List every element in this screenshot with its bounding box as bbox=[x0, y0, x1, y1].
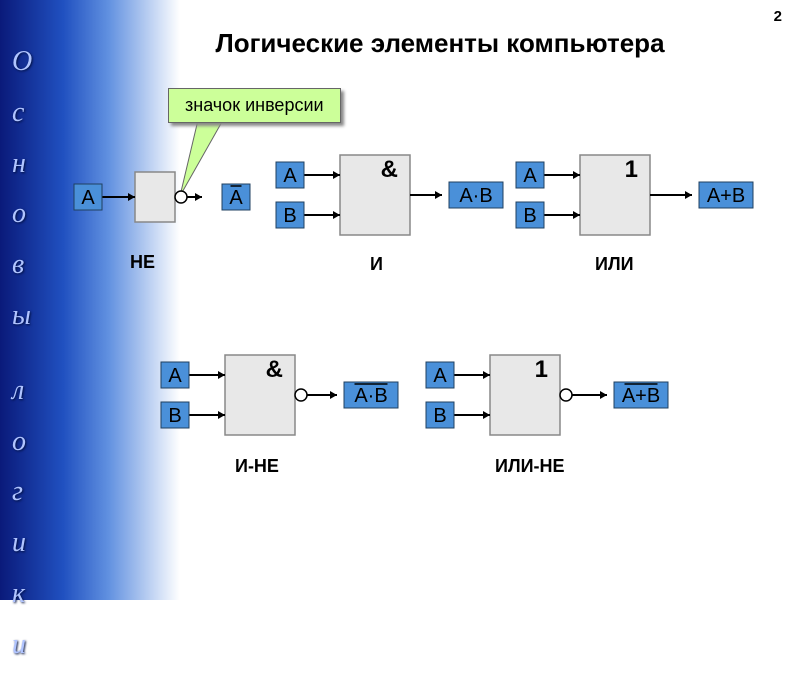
callout-inversion: значок инверсии bbox=[168, 88, 341, 123]
svg-text:&: & bbox=[266, 356, 283, 383]
svg-text:B: B bbox=[283, 205, 296, 227]
svg-text:1: 1 bbox=[535, 356, 548, 383]
svg-text:1: 1 bbox=[625, 156, 638, 183]
svg-text:B: B bbox=[433, 405, 446, 427]
svg-text:A: A bbox=[81, 187, 95, 209]
svg-text:A: A bbox=[168, 365, 182, 387]
gate-nor bbox=[490, 355, 560, 435]
svg-text:B: B bbox=[523, 205, 536, 227]
gate-or bbox=[580, 155, 650, 235]
logic-gates-diagram: AAНЕ&ABA·BИ1ABA+BИЛИ&ABA·BИ-НЕ1ABA+BИЛИ-… bbox=[0, 0, 800, 600]
svg-text:B: B bbox=[168, 405, 181, 427]
svg-text:A: A bbox=[229, 187, 243, 209]
svg-text:A·B: A·B bbox=[459, 185, 492, 207]
svg-text:И: И bbox=[370, 254, 383, 274]
svg-text:A+B: A+B bbox=[622, 385, 660, 407]
svg-text:&: & bbox=[381, 156, 398, 183]
svg-text:A·B: A·B bbox=[354, 385, 387, 407]
svg-text:A+B: A+B bbox=[707, 185, 745, 207]
gate-nand bbox=[225, 355, 295, 435]
svg-text:A: A bbox=[433, 365, 447, 387]
svg-text:ИЛИ-НЕ: ИЛИ-НЕ bbox=[495, 456, 565, 476]
svg-text:A: A bbox=[523, 165, 537, 187]
svg-text:И-НЕ: И-НЕ bbox=[235, 456, 279, 476]
svg-text:A: A bbox=[283, 165, 297, 187]
gate-not bbox=[135, 172, 175, 222]
svg-text:НЕ: НЕ bbox=[130, 252, 155, 272]
svg-text:ИЛИ: ИЛИ bbox=[595, 254, 634, 274]
gate-and bbox=[340, 155, 410, 235]
callout-label: значок инверсии bbox=[168, 88, 341, 123]
